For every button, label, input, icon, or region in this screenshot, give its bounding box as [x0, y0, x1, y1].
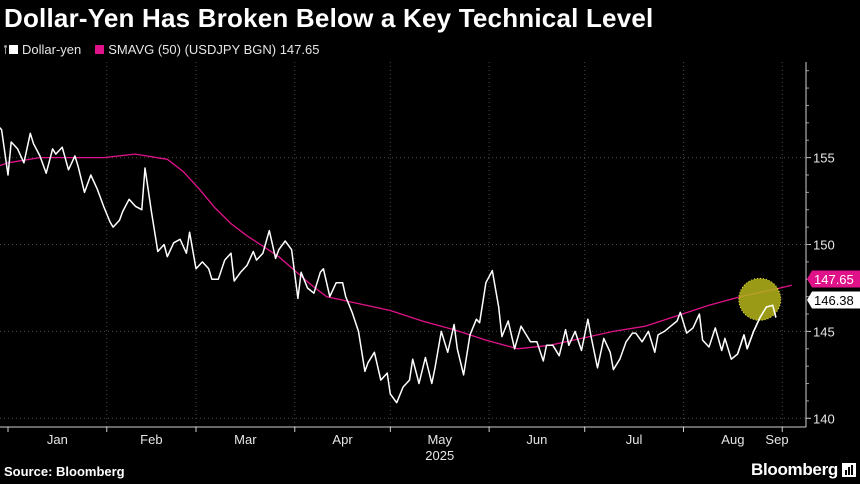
pin-icon: [4, 44, 7, 54]
x-tick-label: Jun: [526, 432, 547, 447]
usdjpy-last-value-tag: 146.38: [807, 291, 860, 309]
dollar-yen-line-tail: [736, 304, 777, 355]
legend-item-dollar-yen: Dollar-yen: [4, 42, 81, 57]
legend-label-sma: SMAVG (50) (USDJPY BGN) 147.65: [108, 41, 320, 57]
y-tick-label: 155: [813, 151, 835, 166]
sma-last-value-tag-bg: [807, 270, 860, 288]
axis-labels: 140 145 150 155 Jan Feb Mar Apr May Jun Jul Aug Sep 2…: [47, 151, 860, 463]
bloomberg-mark-icon: [842, 463, 856, 477]
x-tick-label: Apr: [332, 432, 353, 447]
x-tick-label: Jul: [626, 432, 643, 447]
x-tick-label: Sep: [765, 432, 788, 447]
legend-swatch-magenta: [95, 44, 105, 54]
x-year-label: 2025: [425, 448, 454, 463]
x-tick-label: Aug: [721, 432, 744, 447]
series-layer: [0, 126, 792, 404]
dollar-yen-line: [0, 126, 777, 404]
x-tick-label: May: [427, 432, 452, 447]
x-tick-label: Jan: [47, 432, 68, 447]
x-tick-label: Mar: [234, 432, 257, 447]
usdjpy-last-value-tag-text: 146.38: [814, 293, 854, 308]
legend: Dollar-yen SMAVG (50) (USDJPY BGN) 147.6…: [4, 41, 333, 57]
grid-lines: [0, 62, 806, 427]
highlight-circle: [738, 277, 782, 321]
sma-50-line: [0, 153, 792, 350]
x-tick-label: Feb: [140, 432, 162, 447]
sma-last-value-tag-text: 147.65: [814, 272, 854, 287]
brand-logo: Bloomberg: [750, 460, 838, 479]
usdjpy-last-value-tag-bg: [807, 291, 860, 309]
axes: [0, 62, 811, 432]
sma-last-value-tag: 147.65: [807, 270, 860, 288]
y-tick-label: 145: [813, 324, 835, 339]
legend-item-sma: SMAVG (50) (USDJPY BGN) 147.65: [95, 42, 319, 57]
chart-title: Dollar-Yen Has Broken Below a Key Techni…: [4, 3, 654, 33]
legend-swatch-white: [9, 44, 18, 54]
y-tick-label: 140: [813, 411, 835, 426]
source-note: Source: Bloomberg: [4, 464, 125, 479]
legend-label-dollar-yen: Dollar-yen: [22, 41, 82, 57]
y-tick-label: 150: [813, 238, 835, 253]
